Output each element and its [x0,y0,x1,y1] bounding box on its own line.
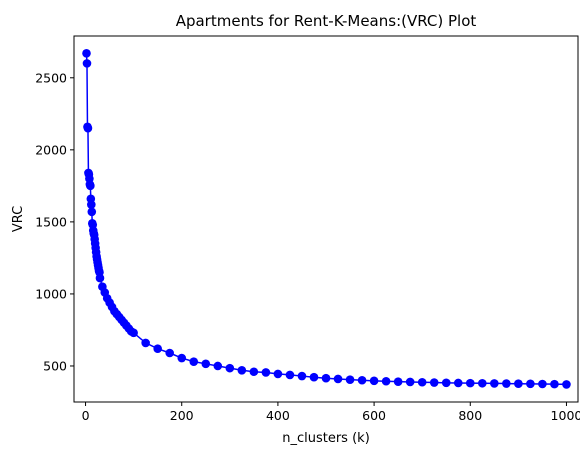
x-axis-ticks: 0 200 400 600 800 1000 [82,402,580,423]
data-point [141,338,150,348]
data-point [526,379,535,389]
x-tick-label: 0 [82,408,90,423]
x-tick-label: 1000 [551,408,580,423]
data-point [393,377,403,386]
x-axis-label: n_clusters (k) [282,431,370,446]
data-point [369,376,379,386]
data-point [225,363,235,373]
y-tick-label: 2000 [35,142,67,157]
y-tick-label: 1000 [35,286,67,301]
data-point [381,376,391,386]
data-point [273,369,283,379]
series-group [82,48,571,389]
plot-frame [73,35,579,403]
data-point [321,373,331,383]
data-point [429,378,439,387]
data-point [237,366,247,375]
data-point [83,123,93,133]
data-point [333,374,343,384]
data-point [502,379,511,388]
data-point [95,273,105,283]
data-point [562,380,571,389]
data-point [490,379,499,388]
y-axis-ticks: 500 1000 1500 2000 2500 [35,70,74,373]
data-point [153,344,162,353]
data-point [82,48,91,58]
y-tick-label: 2500 [35,70,67,85]
data-point [441,378,451,388]
data-point [550,379,559,389]
data-point [357,375,367,385]
data-point [297,371,307,381]
data-point [87,200,96,209]
data-point [465,378,475,388]
data-point [417,377,427,387]
data-point [249,367,259,377]
data-point [514,379,523,389]
data-point [453,378,463,388]
data-point [213,361,223,371]
y-tick-label: 1500 [35,214,67,229]
y-tick-label: 500 [43,358,67,373]
data-point [165,348,174,358]
y-axis-label: VRC [11,206,26,232]
data-point [285,370,295,380]
data-point [177,353,187,363]
data-point [478,378,487,388]
data-point [129,328,138,338]
chart-title: Apartments for Rent-K-Means:(VRC) Plot [176,12,477,30]
x-tick-label: 400 [266,408,290,423]
data-point [201,359,211,369]
x-tick-label: 800 [458,408,482,423]
data-point [82,59,92,68]
series-line [85,53,567,386]
data-point [261,368,271,377]
data-point [87,207,97,217]
x-tick-label: 600 [362,408,386,423]
x-tick-label: 200 [170,408,194,423]
data-point [538,379,547,389]
data-point [189,357,199,366]
data-point [405,377,415,387]
data-point [345,375,355,384]
data-point [309,372,319,382]
data-point [86,181,95,191]
